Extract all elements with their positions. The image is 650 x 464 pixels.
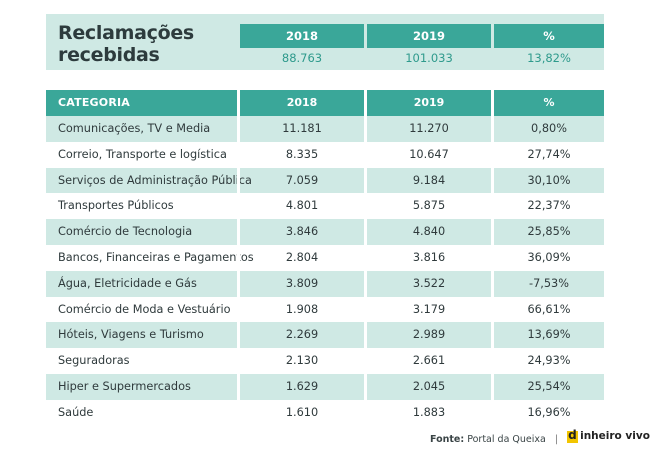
summary-title-line1: Reclamações <box>58 22 194 44</box>
header-category: CATEGORIA <box>58 96 131 109</box>
value-2018-cell: 3.846 <box>285 225 319 239</box>
summary-title: Reclamações recebidas <box>58 22 238 66</box>
pct-cell: 27,74% <box>527 147 571 161</box>
summary-title-line2: recebidas <box>58 44 160 66</box>
category-cell: Transportes Públicos <box>58 199 174 213</box>
value-2019-cell: 2.045 <box>412 379 446 393</box>
value-2019-cell: 1.883 <box>412 405 446 419</box>
summary-header-2019: 2019 <box>367 24 491 48</box>
summary-header-pct: % <box>494 24 604 48</box>
pct-cell: 66,61% <box>527 302 571 316</box>
value-2018-cell: 1.610 <box>285 405 319 419</box>
pct-cell: 24,93% <box>527 354 571 368</box>
summary-header-2018: 2018 <box>240 24 364 48</box>
table-body: Comunicações, TV e Media 11.181 11.270 0,80… <box>46 116 604 426</box>
value-2019-cell: 5.875 <box>412 199 446 213</box>
table-row: Comunicações, TV e Media 11.181 11.270 0,80… <box>46 116 604 142</box>
pct-cell: 16,96% <box>527 405 571 419</box>
table-row: Serviços de Administração Pública 7.059 9.… <box>46 167 604 194</box>
footer-divider: | <box>554 434 559 445</box>
footer: Fonte: Portal da Queixa | inheiro vivo <box>430 428 650 445</box>
source-value: Portal da Queixa <box>467 434 546 445</box>
category-cell: Seguradoras <box>58 354 130 368</box>
value-2018-cell: 1.908 <box>285 302 319 316</box>
category-cell: Comércio de Tecnologia <box>58 225 193 239</box>
category-cell: Bancos, Financeiras e Pagamentos <box>58 250 254 264</box>
pct-cell: 22,37% <box>527 199 571 213</box>
value-2018-cell: 2.804 <box>285 250 319 264</box>
value-2019-cell: 4.840 <box>412 225 446 239</box>
table-row: Saúde 1.610 1.883 16,96% <box>46 399 604 426</box>
table-row: Bancos, Financeiras e Pagamentos 2.804 3.8… <box>46 244 604 271</box>
pct-cell: -7,53% <box>529 276 569 290</box>
value-2018-cell: 3.809 <box>285 276 319 290</box>
complaints-table: CATEGORIA 2018 2019 % Comunicações, TV e… <box>46 90 604 426</box>
summary-value-pct: 13,82% <box>527 51 571 65</box>
pct-cell: 25,54% <box>527 379 571 393</box>
table-row: Comércio de Tecnologia 3.846 4.840 25,85% <box>46 219 604 245</box>
brand-name: inheiro vivo <box>580 430 650 442</box>
category-cell: Comunicações, TV e Media <box>58 122 211 135</box>
pct-cell: 36,09% <box>527 250 571 264</box>
value-2019-cell: 3.179 <box>412 302 446 316</box>
table-row: Água, Eletricidade e Gás 3.809 3.522 -7,53% <box>46 270 604 297</box>
value-2018-cell: 2.130 <box>285 354 319 368</box>
category-cell: Saúde <box>58 405 94 419</box>
value-2018-cell: 11.181 <box>282 122 322 135</box>
table-row: Hóteis, Viagens e Turismo 2.269 2.989 13,69… <box>46 322 604 349</box>
brand-logo: inheiro vivo <box>567 428 650 443</box>
pct-cell: 25,85% <box>527 225 571 239</box>
value-2019-cell: 3.522 <box>412 276 446 290</box>
value-2019-cell: 3.816 <box>412 250 446 264</box>
value-2018-cell: 8.335 <box>285 147 319 161</box>
dinheiro-vivo-logo-icon <box>567 428 579 443</box>
pct-cell: 30,10% <box>527 173 571 187</box>
value-2018-cell: 2.269 <box>285 328 319 342</box>
category-cell: Correio, Transporte e logística <box>58 147 227 161</box>
header-2018: 2018 <box>286 96 318 109</box>
category-cell: Hiper e Supermercados <box>58 379 191 393</box>
table-header: CATEGORIA 2018 2019 % <box>46 90 604 116</box>
value-2018-cell: 1.629 <box>285 379 319 393</box>
summary-value-2019: 101.033 <box>405 51 453 65</box>
pct-cell: 0,80% <box>531 122 567 135</box>
source-label: Fonte: <box>430 434 465 445</box>
table-row: Comércio de Moda e Vestuário 1.908 3.179 66… <box>46 296 604 323</box>
value-2018-cell: 7.059 <box>285 173 319 187</box>
pct-cell: 13,69% <box>527 328 571 342</box>
category-cell: Água, Eletricidade e Gás <box>58 276 197 290</box>
value-2019-cell: 11.270 <box>409 122 449 135</box>
value-2019-cell: 10.647 <box>409 147 449 161</box>
category-cell: Serviços de Administração Pública <box>58 173 252 187</box>
table-row: Seguradoras 2.130 2.661 24,93% <box>46 348 604 374</box>
category-cell: Hóteis, Viagens e Turismo <box>58 328 204 342</box>
table-row: Hiper e Supermercados 1.629 2.045 25,54% <box>46 373 604 400</box>
value-2019-cell: 2.661 <box>412 354 446 368</box>
value-2018-cell: 4.801 <box>285 199 319 213</box>
value-2019-cell: 2.989 <box>412 328 446 342</box>
table-row: Transportes Públicos 4.801 5.875 22,37% <box>46 193 604 220</box>
header-2019: 2019 <box>413 96 445 109</box>
summary-value-2018: 88.763 <box>281 51 323 65</box>
category-cell: Comércio de Moda e Vestuário <box>58 302 231 316</box>
header-pct: % <box>543 96 555 109</box>
table-row: Correio, Transporte e logística 8.335 10.6… <box>46 141 604 168</box>
value-2019-cell: 9.184 <box>412 173 446 187</box>
